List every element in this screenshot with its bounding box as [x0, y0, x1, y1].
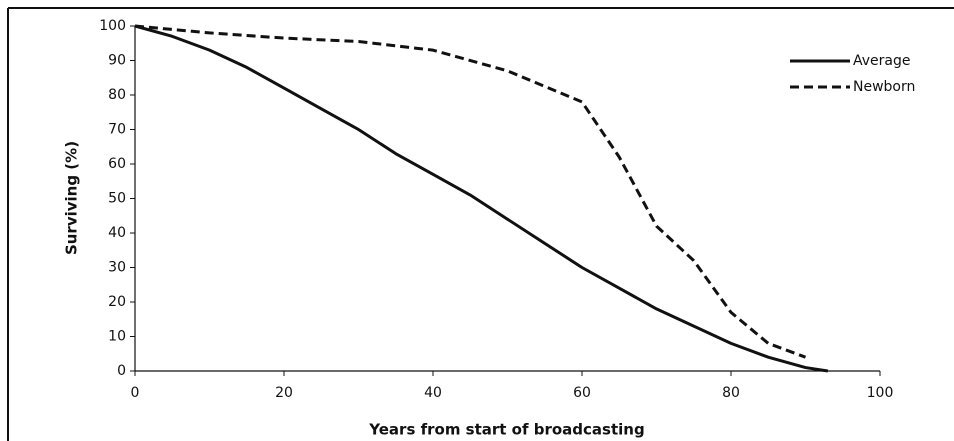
y-tick-label: 10 — [108, 329, 126, 345]
line-series — [134, 24, 807, 359]
y-tick-label: 70 — [108, 122, 126, 138]
y-axis-title: Surviving (%) — [63, 141, 81, 255]
x-tick-label: 80 — [722, 385, 740, 401]
x-tick-label: 100 — [867, 385, 894, 401]
x-tick-label: 40 — [424, 385, 442, 401]
x-tick-label: 20 — [275, 385, 293, 401]
legend-label: Average — [853, 53, 911, 69]
x-axis-title: Years from start of broadcasting — [368, 421, 644, 439]
y-tick-label: 50 — [108, 191, 126, 207]
y-tick-label: 20 — [108, 294, 126, 310]
y-tick-label: 40 — [108, 225, 126, 241]
legend-label: Newborn — [853, 79, 915, 95]
y-tick-label: 60 — [108, 156, 126, 172]
line-series — [134, 24, 829, 373]
x-tick-label: 60 — [573, 385, 591, 401]
y-tick-label: 0 — [117, 363, 126, 379]
x-tick-label: 0 — [131, 385, 140, 401]
y-tick-label: 100 — [99, 18, 126, 34]
y-tick-label: 30 — [108, 260, 126, 276]
y-tick-label: 80 — [108, 87, 126, 103]
y-tick-label: 90 — [108, 53, 126, 69]
